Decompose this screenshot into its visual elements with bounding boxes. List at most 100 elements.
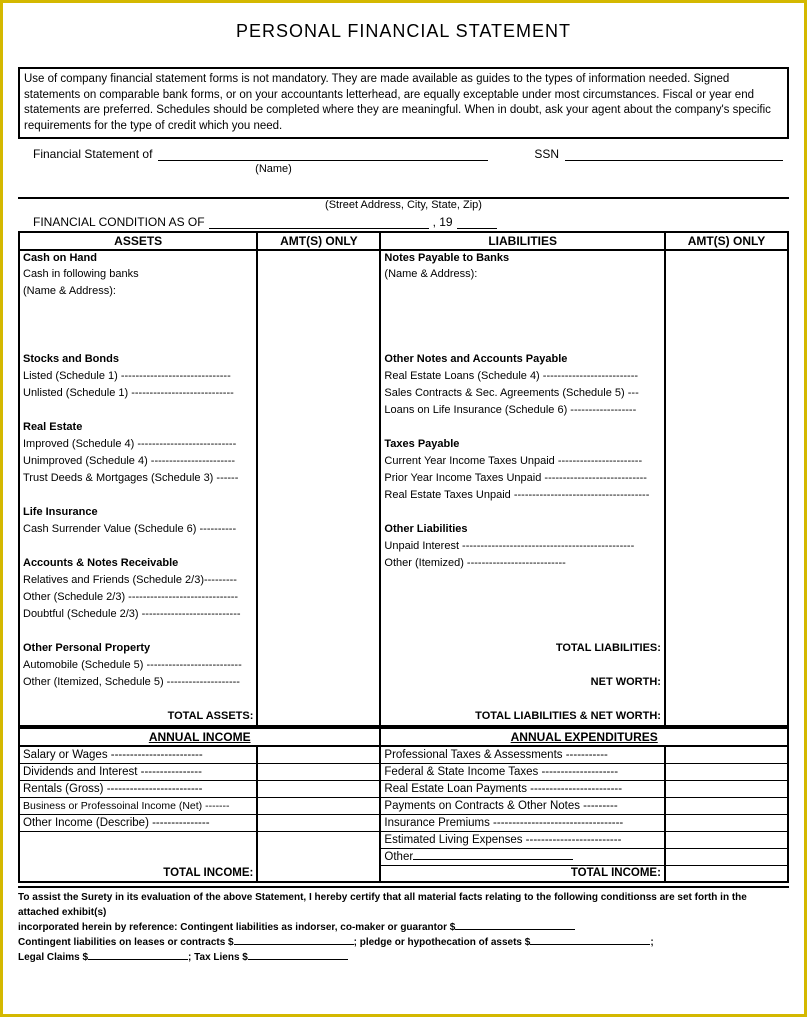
amt-cell[interactable] <box>665 488 788 505</box>
amt-cell[interactable] <box>257 675 380 692</box>
amt-cell[interactable] <box>257 488 380 505</box>
liab-item: Current Year Income Taxes Unpaid -------… <box>380 454 665 471</box>
amt-cell[interactable] <box>257 539 380 556</box>
lease-amt[interactable] <box>234 944 354 945</box>
asset-item <box>19 301 257 318</box>
asset-item <box>19 403 257 420</box>
liabilities-header: LIABILITIES <box>380 232 665 250</box>
amt-cell[interactable] <box>665 352 788 369</box>
amt-cell[interactable] <box>665 641 788 658</box>
amt-cell[interactable] <box>665 267 788 284</box>
amt-cell[interactable] <box>257 505 380 522</box>
amt-cell[interactable] <box>665 335 788 352</box>
amt-cell[interactable] <box>257 573 380 590</box>
amt-cell[interactable] <box>257 369 380 386</box>
amt-cell[interactable] <box>257 335 380 352</box>
amt-cell[interactable] <box>257 471 380 488</box>
amt-cell[interactable] <box>665 318 788 335</box>
asset-item: Trust Deeds & Mortgages (Schedule 3) ---… <box>19 471 257 488</box>
year-line[interactable] <box>457 215 497 229</box>
annual-exp-header: ANNUAL EXPENDITURES <box>380 728 788 746</box>
pledge-amt[interactable] <box>530 944 650 945</box>
amt-cell[interactable] <box>665 250 788 267</box>
amt-cell[interactable] <box>257 848 380 865</box>
amt-cell[interactable] <box>257 607 380 624</box>
name-input-line[interactable] <box>158 147 488 161</box>
amt-cell[interactable] <box>665 746 788 763</box>
amt-cell[interactable] <box>665 692 788 709</box>
amt-cell[interactable] <box>665 522 788 539</box>
amt-cell[interactable] <box>257 780 380 797</box>
amt-cell[interactable] <box>257 709 380 726</box>
amt-cell[interactable] <box>665 369 788 386</box>
amt-cell[interactable] <box>665 403 788 420</box>
amts-header-1: AMT(S) ONLY <box>257 232 380 250</box>
amt-cell[interactable] <box>665 831 788 848</box>
ssn-input-line[interactable] <box>565 147 783 161</box>
amt-cell[interactable] <box>257 250 380 267</box>
amt-cell[interactable] <box>665 865 788 882</box>
amt-cell[interactable] <box>665 301 788 318</box>
amt-cell[interactable] <box>665 675 788 692</box>
liab-item: Prior Year Income Taxes Unpaid ---------… <box>380 471 665 488</box>
amt-cell[interactable] <box>257 641 380 658</box>
amt-cell[interactable] <box>665 797 788 814</box>
amt-cell[interactable] <box>257 692 380 709</box>
assets-header: ASSETS <box>19 232 257 250</box>
amt-cell[interactable] <box>257 865 380 882</box>
amt-cell[interactable] <box>257 590 380 607</box>
amt-cell[interactable] <box>257 624 380 641</box>
amt-cell[interactable] <box>665 573 788 590</box>
liab-item <box>380 573 665 590</box>
amt-cell[interactable] <box>257 658 380 675</box>
amt-cell[interactable] <box>665 386 788 403</box>
legal-amt[interactable] <box>88 959 188 960</box>
amt-cell[interactable] <box>665 780 788 797</box>
amt-cell[interactable] <box>665 658 788 675</box>
amt-cell[interactable] <box>665 556 788 573</box>
amt-cell[interactable] <box>257 746 380 763</box>
asset-item <box>19 488 257 505</box>
amt-cell[interactable] <box>257 267 380 284</box>
amt-cell[interactable] <box>257 284 380 301</box>
amt-cell[interactable] <box>257 318 380 335</box>
year-prefix: , 19 <box>433 215 453 229</box>
amt-cell[interactable] <box>665 454 788 471</box>
liab-item <box>380 420 665 437</box>
amt-cell[interactable] <box>257 556 380 573</box>
amt-cell[interactable] <box>257 763 380 780</box>
amt-cell[interactable] <box>665 848 788 865</box>
amt-cell[interactable] <box>665 284 788 301</box>
asset-item: Accounts & Notes Receivable <box>19 556 257 573</box>
amt-cell[interactable] <box>665 437 788 454</box>
amt-cell[interactable] <box>257 437 380 454</box>
amt-cell[interactable] <box>665 624 788 641</box>
amt-cell[interactable] <box>257 454 380 471</box>
liab-item <box>380 607 665 624</box>
liab-item <box>380 692 665 709</box>
amt-cell[interactable] <box>665 471 788 488</box>
tax-lien-amt[interactable] <box>248 959 348 960</box>
amt-cell[interactable] <box>257 522 380 539</box>
amt-cell[interactable] <box>665 814 788 831</box>
total-assets-label: TOTAL ASSETS: <box>19 709 257 726</box>
liab-item: Other (Itemized) -----------------------… <box>380 556 665 573</box>
amt-cell[interactable] <box>665 420 788 437</box>
amt-cell[interactable] <box>665 505 788 522</box>
guarantor-amt[interactable] <box>455 929 575 930</box>
amt-cell[interactable] <box>665 709 788 726</box>
amt-cell[interactable] <box>257 386 380 403</box>
amt-cell[interactable] <box>257 301 380 318</box>
amt-cell[interactable] <box>257 352 380 369</box>
amt-cell[interactable] <box>665 607 788 624</box>
amt-cell[interactable] <box>665 763 788 780</box>
amt-cell[interactable] <box>257 420 380 437</box>
amt-cell[interactable] <box>665 539 788 556</box>
asset-item <box>19 318 257 335</box>
amt-cell[interactable] <box>257 403 380 420</box>
cond-date-line[interactable] <box>209 215 429 229</box>
amt-cell[interactable] <box>257 831 380 848</box>
amt-cell[interactable] <box>257 814 380 831</box>
amt-cell[interactable] <box>665 590 788 607</box>
amt-cell[interactable] <box>257 797 380 814</box>
